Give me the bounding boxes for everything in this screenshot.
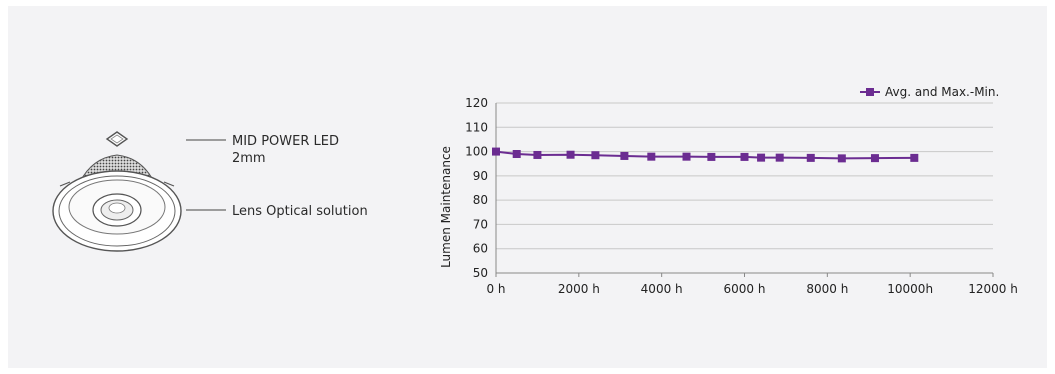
data-point [707,152,716,161]
x-tick-label: 10000h [887,282,933,296]
data-point [775,153,784,162]
y-tick-label: 50 [473,266,488,280]
data-point [647,152,656,161]
x-tick-label: 6000 h [724,282,766,296]
data-point [533,150,542,159]
y-axis-label: Lumen Maintenance [439,146,453,268]
content-panel [8,6,1047,368]
callout-led-label: MID POWER LED 2mm [232,133,339,167]
y-tick-label: 70 [473,217,488,231]
led-chip-icon [105,131,129,147]
data-point [566,150,575,159]
callout-led-title: MID POWER LED [232,134,339,149]
x-tick-label: 4000 h [641,282,683,296]
series-line [495,150,915,160]
callout-lens-label: Lens Optical solution [232,203,368,220]
data-point [870,154,879,163]
y-tick-label: 80 [473,193,488,207]
legend-label: Avg. and Max.-Min. [885,85,999,99]
x-tick-label: 2000 h [558,282,600,296]
data-point [620,151,629,160]
lens-icon [52,154,182,252]
data-point [492,147,500,156]
y-tick-label: 100 [465,145,488,159]
callout-led-size: 2mm [232,151,266,166]
data-point [512,150,521,158]
chart-legend: Avg. and Max.-Min. [860,85,999,99]
data-point [757,153,766,162]
data-point [591,151,600,160]
data-point [837,154,846,163]
y-tick-label: 110 [465,120,488,134]
callout-lens-title: Lens Optical solution [232,204,368,219]
x-axis-ticks: 0 h 2000 h 4000 h 6000 h 8000 h 10000h 12000 h [486,282,1017,296]
legend-marker [866,88,874,96]
y-tick-label: 60 [473,242,488,256]
chart-series [492,147,919,163]
y-tick-label: 90 [473,169,488,183]
chart-grid [496,102,993,274]
data-point [910,153,919,162]
y-axis-ticks: 50 60 70 80 90 100 110 120 [465,96,488,280]
y-tick-label: 120 [465,96,488,110]
x-tick-label: 0 h [486,282,505,296]
chart-axes [495,103,994,277]
x-tick-label: 8000 h [806,282,848,296]
data-point [806,153,815,162]
data-point [682,152,691,161]
data-point [740,152,749,161]
x-tick-label: 12000 h [968,282,1018,296]
